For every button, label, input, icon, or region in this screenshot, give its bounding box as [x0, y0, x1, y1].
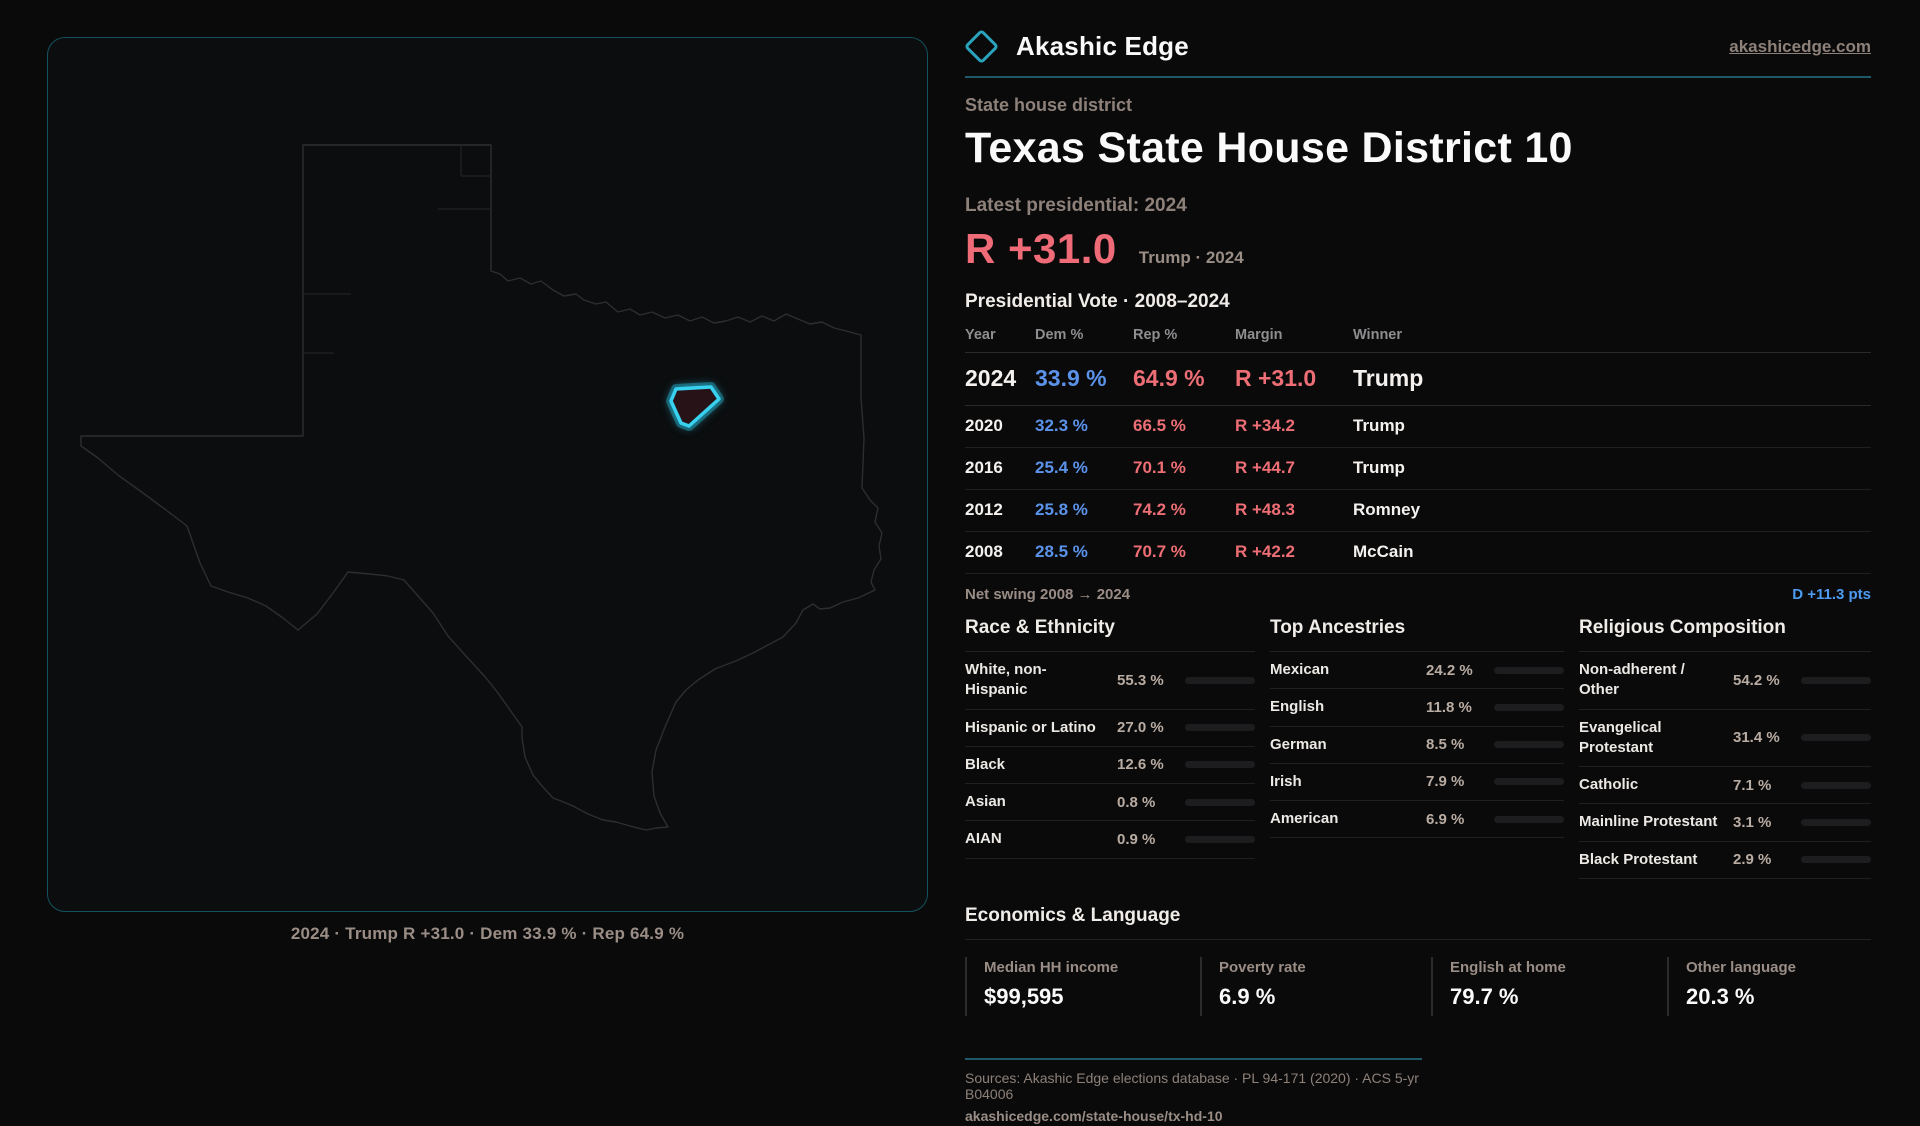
- net-swing-value: D +11.3 pts: [1792, 586, 1871, 603]
- table-row: 2016 25.4 % 70.1 % R +44.7 Trump: [965, 448, 1871, 490]
- stat-bar: [1185, 798, 1255, 806]
- content-column: Akashic Edge akashicedge.com State house…: [963, 0, 1871, 1126]
- list-item: German 8.5 %: [1270, 727, 1564, 764]
- stat-block: Other language 20.3 %: [1667, 956, 1871, 1016]
- latest-presidential-label: Latest presidential: 2024: [965, 195, 1187, 216]
- list-item: Mexican 24.2 %: [1270, 652, 1564, 690]
- texas-outline: [80, 144, 883, 831]
- diamond-logo-icon: [963, 28, 1000, 65]
- header: Akashic Edge akashicedge.com: [963, 0, 1871, 65]
- brand-name: Akashic Edge: [1016, 31, 1189, 61]
- sources-text: Sources: Akashic Edge elections database…: [965, 1069, 1419, 1102]
- map-caption: 2024 · Trump R +31.0 · Dem 33.9 % · Rep …: [290, 924, 685, 943]
- section-title: Religious Composition: [1579, 617, 1871, 652]
- kicker: State house district: [965, 95, 1133, 115]
- stat-bar: [1494, 703, 1564, 711]
- district-boundary-lines: [303, 145, 491, 354]
- state-map-panel: [47, 37, 928, 912]
- headline-margin: R +31.0 Trump · 2024: [965, 225, 1871, 273]
- header-divider: [965, 76, 1871, 78]
- site-link[interactable]: akashicedge.com: [1729, 36, 1871, 56]
- stat-block: English at home 79.7 %: [1431, 956, 1667, 1016]
- table-row: 2020 32.3 % 66.5 % R +34.2 Trump: [965, 406, 1871, 448]
- list-item: English 11.8 %: [1270, 689, 1564, 727]
- page-url-link[interactable]: akashicedge.com/state-house/tx-hd-10: [965, 1107, 1223, 1124]
- stat-bar: [1801, 781, 1871, 789]
- economics-stats: Median HH income $99,595 Poverty rate 6.…: [965, 956, 1871, 1016]
- stat-bar: [1494, 778, 1564, 786]
- list-item: Catholic 7.1 %: [1579, 767, 1871, 805]
- net-swing: Net swing 2008 → 2024 D +11.3 pts: [965, 574, 1871, 613]
- ancestries-section: Top Ancestries Mexican 24.2 % English 11…: [1270, 617, 1564, 879]
- district-10-shape[interactable]: [669, 385, 721, 428]
- vote-table-header: Year Dem % Rep % Margin Winner: [965, 327, 1871, 353]
- net-swing-label: Net swing 2008 → 2024: [965, 586, 1131, 603]
- stat-block: Poverty rate 6.9 %: [1200, 956, 1431, 1016]
- list-item: Evangelical Protestant 31.4 %: [1579, 710, 1871, 767]
- list-item: Irish 7.9 %: [1270, 764, 1564, 801]
- religion-section: Religious Composition Non-adherent / Oth…: [1579, 617, 1871, 879]
- table-row: 2008 28.5 % 70.7 % R +42.2 McCain: [965, 532, 1871, 574]
- col-winner: Winner: [1353, 327, 1403, 343]
- list-item: Black Protestant 2.9 %: [1579, 842, 1871, 879]
- footer: Sources: Akashic Edge elections database…: [965, 1057, 1422, 1126]
- table-row: 2024 33.9 % 64.9 % R +31.0 Trump: [965, 353, 1871, 406]
- stat-block: Median HH income $99,595: [965, 956, 1200, 1016]
- economics-title: Economics & Language: [965, 905, 1871, 940]
- race-ethnicity-section: Race & Ethnicity White, non-Hispanic 55.…: [965, 617, 1255, 879]
- stat-bar: [1185, 676, 1255, 684]
- list-item: Asian 0.8 %: [965, 784, 1255, 822]
- stat-bar: [1801, 818, 1871, 826]
- list-item: White, non-Hispanic 55.3 %: [965, 652, 1255, 710]
- vote-table-title: Presidential Vote · 2008–2024: [965, 291, 1230, 312]
- stat-bar: [1185, 835, 1255, 843]
- stat-bar: [1494, 815, 1564, 823]
- list-item: Black 12.6 %: [965, 747, 1255, 784]
- list-item: American 6.9 %: [1270, 801, 1564, 839]
- page-title: Texas State House District 10: [965, 124, 1573, 172]
- stat-bar: [1494, 666, 1564, 674]
- stat-bar: [1801, 856, 1871, 864]
- stat-bar: [1494, 741, 1564, 749]
- section-title: Race & Ethnicity: [965, 617, 1255, 652]
- brand: Akashic Edge: [963, 28, 1189, 65]
- stat-bar: [1185, 761, 1255, 769]
- list-item: Hispanic or Latino 27.0 %: [965, 710, 1255, 747]
- table-row: 2012 25.8 % 74.2 % R +48.3 Romney: [965, 490, 1871, 532]
- demographics: Race & Ethnicity White, non-Hispanic 55.…: [965, 617, 1871, 879]
- stat-bar: [1801, 734, 1871, 742]
- list-item: AIAN 0.9 %: [965, 821, 1255, 859]
- section-title: Top Ancestries: [1270, 617, 1564, 652]
- texas-map: [80, 144, 883, 831]
- stat-bar: [1185, 724, 1255, 732]
- col-dem: Dem %: [1035, 327, 1084, 343]
- col-year: Year: [965, 327, 996, 343]
- list-item: Non-adherent / Other 54.2 %: [1579, 652, 1871, 710]
- list-item: Mainline Protestant 3.1 %: [1579, 804, 1871, 842]
- col-margin: Margin: [1235, 327, 1283, 343]
- margin-sub: Trump · 2024: [1138, 248, 1244, 267]
- margin-value: R +31.0: [965, 225, 1117, 272]
- col-rep: Rep %: [1133, 327, 1178, 343]
- vote-table: Year Dem % Rep % Margin Winner 2024 33.9…: [965, 327, 1871, 574]
- stat-bar: [1801, 676, 1871, 684]
